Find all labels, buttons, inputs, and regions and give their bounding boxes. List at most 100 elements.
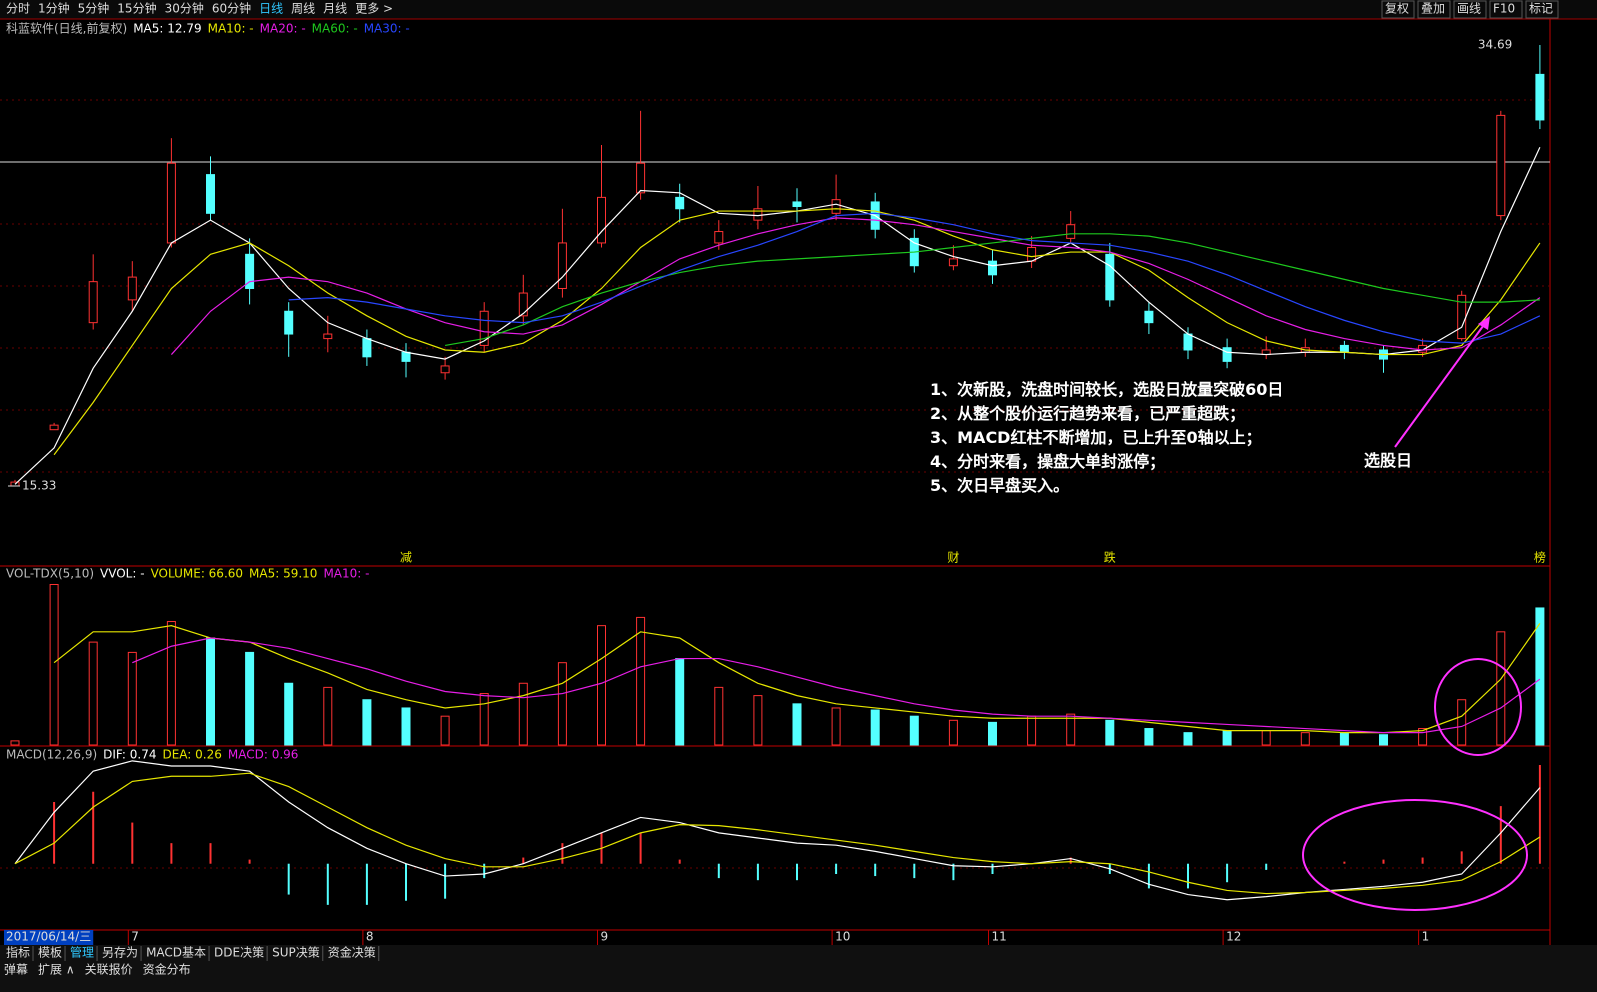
candle-body [245,253,255,289]
legend-entry: MA10: - [208,22,254,36]
candle-body [1066,224,1076,239]
candle-body [1183,333,1193,351]
x-tick-label: 1 [1422,930,1430,944]
volume-bar [440,715,450,746]
x-tick-label: 8 [366,930,374,944]
event-marker: 财 [947,551,959,565]
highlight-circle [1302,799,1528,911]
tab-bar [0,945,1597,992]
toolbar-button[interactable]: 月线 [323,2,347,16]
toolbar-button[interactable]: 5分钟 [78,1,110,16]
x-tick-label: 2017/06/14/三 [6,930,91,944]
volume-bar [831,707,841,746]
status-tab[interactable]: 关联报价 [85,962,133,977]
candle-body [675,196,685,210]
toolbar-frame [1525,0,1559,19]
ma-line [444,233,1540,347]
annotation: 3、MACD红柱不断增加，已上升至0轴以上； [930,428,1262,447]
volume-bar [401,707,411,746]
toolbar-button[interactable]: 标记 [1529,2,1553,16]
legend-entry: VOL-TDX(5,10) [6,567,94,581]
tab[interactable]: DDE决策 [214,946,264,960]
toolbar-frame [1489,0,1523,19]
status-tab[interactable]: 扩展 ∧ [38,963,75,977]
legend-entry: DIF: 0.74 [103,748,156,762]
volume-bar [1144,728,1154,746]
candle-body [1027,246,1037,262]
highlight-circle [1434,658,1522,756]
x-tick-label: 11 [992,930,1007,944]
candle-body [1535,73,1545,121]
toolbar-button[interactable]: 叠加 [1421,2,1445,16]
legend-entry: MA10: - [323,567,369,581]
volume-bar [1261,730,1271,746]
toolbar-button[interactable]: 15分钟 [117,1,156,16]
toolbar-button[interactable]: 分时 [6,2,30,16]
volume-bar [245,651,255,746]
macd-line [14,760,1541,901]
low-label: 15.33 [22,479,56,493]
tab[interactable]: SUP决策 [272,946,320,960]
volume-bar [557,662,567,746]
event-marker: 减 [400,551,412,565]
candle-body [988,260,997,276]
volume-bar [1496,631,1506,746]
tab[interactable]: 资金决策 [328,945,376,960]
annotation: 2、从整个股价运行趋势来看，已严重超跌； [930,404,1245,423]
arrow-head [1478,316,1490,330]
legend-entry: VVOL: - [100,567,145,581]
volume-bar [518,682,528,746]
tab[interactable]: MACD基本 [146,946,206,960]
volume-bar [909,715,919,746]
volume-bar [753,695,763,746]
candle-body [401,351,411,362]
candle-body [1144,310,1154,324]
tab[interactable]: 另存为 [102,946,138,960]
legend-entry: MA5: 59.10 [249,567,317,581]
toolbar-button[interactable]: 周线 [291,2,315,16]
annotation-shapes [1302,316,1528,911]
volume-bar [1300,732,1310,746]
tab[interactable]: 指标 [6,945,30,960]
candle-body [1496,114,1506,217]
candle-body [518,292,528,317]
volume-bar [1027,715,1037,746]
callout: 选股日 [1364,451,1412,470]
toolbar-button[interactable]: 30分钟 [165,1,204,16]
volume-bar [1418,728,1428,746]
volume-bar [597,625,606,746]
status-tab[interactable]: 弹幕 [4,963,28,977]
candle-body [362,338,372,358]
annotation: 1、次新股，洗盘时间较长，选股日放量突破60日 [930,380,1283,399]
candle-body [323,333,333,340]
toolbar-button[interactable]: 更多 > [355,2,393,16]
volume-ma-line [53,623,1541,734]
candle-body [1418,344,1428,353]
toolbar-button[interactable]: 60分钟 [212,1,251,16]
volume-bar [323,686,333,746]
volume-bar [1457,699,1467,746]
grid [0,99,1550,869]
status-tab[interactable]: 资金分布 [143,962,191,977]
toolbar-button[interactable]: F10 [1493,2,1515,16]
volume-bar [1222,730,1232,746]
toolbar-button[interactable]: 复权 [1385,2,1409,16]
volume-bar [870,709,880,746]
high-label: 34.69 [1478,38,1512,52]
tab[interactable]: 模板 [38,946,62,960]
volume-bar [948,719,958,746]
chart-layer: 分时 1分钟 5分钟 15分钟 30分钟 60分钟 日线 周线 月线 更多 > 复权 叠加 画线 F10 标… [4,0,1559,977]
toolbar-button[interactable]: 1分钟 [38,1,70,16]
candle-body [284,310,294,335]
candle-body [1222,347,1232,362]
legend-entry: MA5: 12.79 [133,22,201,36]
toolbar-button[interactable]: 日线 [259,2,283,16]
candle-body [206,174,215,214]
toolbar-button[interactable]: 画线 [1457,2,1481,16]
tab[interactable]: 管理 [70,945,94,960]
arrow [1394,321,1487,448]
candle-body [166,162,176,244]
